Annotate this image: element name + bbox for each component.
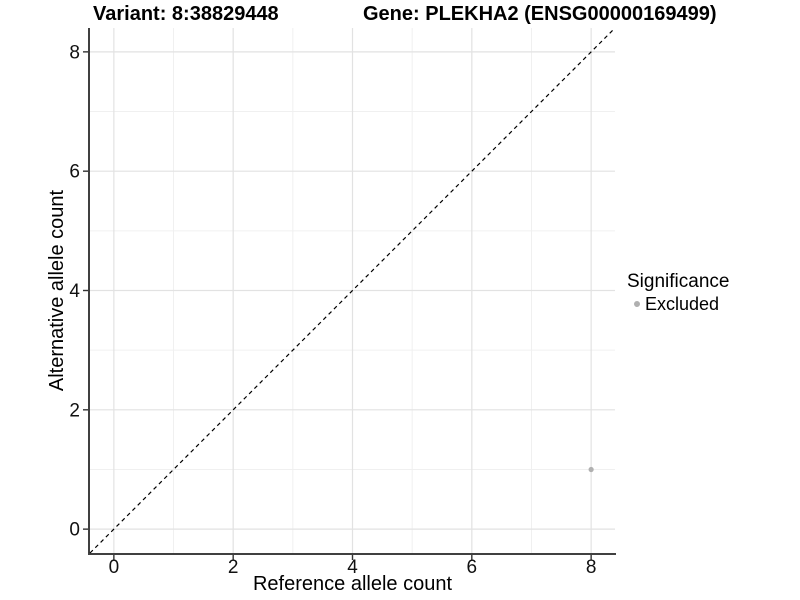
x-axis-title: Reference allele count — [252, 573, 452, 595]
x-tick-label: 6 — [467, 557, 478, 578]
x-tick-label: 0 — [109, 557, 120, 578]
y-axis-title: Alternative allele count — [46, 189, 68, 392]
identity-dashed-line — [89, 27, 616, 554]
legend-item-excluded: Excluded — [634, 293, 729, 315]
x-tick-label: 4 — [347, 557, 358, 578]
x-tick-label: 2 — [228, 557, 239, 578]
y-tick-label: 8 — [69, 42, 80, 63]
legend-item-label: Excluded — [645, 294, 720, 314]
legend-title: Significance — [627, 271, 730, 292]
gene-title: Gene: PLEKHA2 (ENSG00000169499) — [363, 3, 717, 25]
y-tick-label: 6 — [69, 162, 80, 183]
axis-lines — [88, 28, 616, 555]
variant-title: Variant: 8:38829448 — [93, 3, 279, 25]
y-tick-label: 0 — [69, 520, 80, 541]
x-tick-label: 8 — [586, 557, 597, 578]
y-tick-label: 2 — [69, 400, 80, 421]
data-point — [588, 466, 594, 473]
legend: Significance Excluded — [627, 270, 729, 315]
y-tick-label: 4 — [69, 281, 80, 302]
excluded-circle-marker-icon — [634, 301, 640, 307]
